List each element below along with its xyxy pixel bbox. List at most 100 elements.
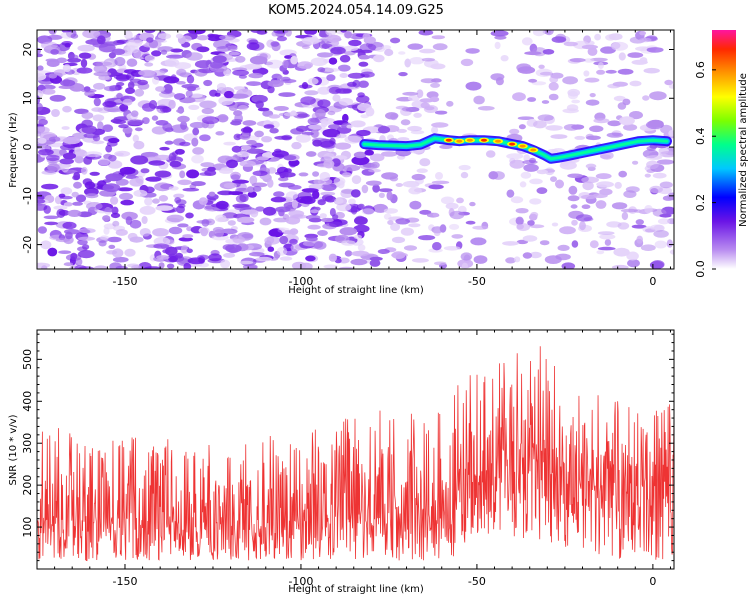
noise-blob <box>102 124 114 132</box>
noise-blob <box>509 159 525 169</box>
noise-blob <box>327 110 336 116</box>
noise-blob <box>523 154 530 162</box>
noise-blob <box>652 172 667 179</box>
noise-blob <box>191 137 199 147</box>
spectrogram-heatmap <box>37 30 674 269</box>
noise-blob <box>465 220 476 225</box>
noise-blob <box>269 127 279 134</box>
noise-blob <box>635 219 644 225</box>
noise-blob <box>102 215 111 222</box>
noise-blob <box>589 125 604 133</box>
noise-blob <box>599 234 616 240</box>
noise-blob <box>320 140 337 149</box>
noise-blob <box>62 64 71 73</box>
noise-blob <box>173 193 185 199</box>
noise-blob <box>230 93 249 99</box>
cb-tick-label: 0.2 <box>694 194 707 212</box>
noise-blob <box>298 84 313 89</box>
noise-blob <box>290 55 298 65</box>
noise-blob <box>215 214 227 223</box>
noise-blob <box>218 96 234 106</box>
noise-blob <box>70 252 78 261</box>
noise-blob <box>473 95 485 105</box>
noise-blob <box>192 127 200 136</box>
noise-blob <box>611 264 629 269</box>
noise-blob <box>461 262 468 269</box>
noise-blob <box>365 180 382 186</box>
noise-blob <box>407 43 424 50</box>
noise-blob <box>395 183 403 187</box>
noise-blob <box>285 191 299 200</box>
noise-blob <box>263 124 275 129</box>
noise-blob <box>396 128 407 133</box>
noise-blob <box>74 155 84 164</box>
noise-blob <box>116 39 129 44</box>
noise-blob <box>82 30 101 39</box>
noise-blob <box>179 170 186 179</box>
noise-blob <box>629 80 642 87</box>
noise-blob <box>144 54 156 62</box>
noise-blob <box>122 98 133 106</box>
noise-blob <box>316 52 333 58</box>
noise-blob <box>530 211 539 219</box>
noise-blob <box>432 43 448 51</box>
noise-blob <box>662 195 674 201</box>
noise-blob <box>327 34 341 43</box>
noise-blob <box>267 80 284 88</box>
noise-blob <box>185 212 194 219</box>
noise-blob <box>215 200 229 210</box>
noise-blob <box>51 109 60 117</box>
noise-blob <box>164 58 180 68</box>
noise-blob <box>37 95 41 105</box>
noise-blob <box>154 182 172 192</box>
noise-blob <box>115 229 128 236</box>
noise-blob <box>152 76 160 85</box>
noise-blob <box>365 36 376 44</box>
noise-blob <box>110 196 119 205</box>
noise-blob <box>119 166 136 175</box>
noise-blob <box>317 178 333 185</box>
snr-frame <box>36 329 675 570</box>
noise-blob <box>433 229 441 237</box>
noise-blob <box>210 61 223 69</box>
noise-blob <box>351 175 362 185</box>
noise-blob <box>221 167 235 171</box>
noise-blob <box>109 87 116 92</box>
noise-blob <box>157 46 174 52</box>
noise-blob <box>175 33 184 39</box>
noise-blob <box>323 153 335 161</box>
noise-blob <box>581 204 591 209</box>
noise-blob <box>614 181 622 189</box>
colorbar-gradient <box>712 30 736 269</box>
noise-blob <box>98 240 107 247</box>
noise-blob <box>639 37 652 43</box>
noise-blob <box>618 170 627 178</box>
noise-blob <box>515 216 524 225</box>
noise-blob <box>178 237 193 242</box>
noise-blob <box>348 39 362 47</box>
noise-blob <box>621 211 629 221</box>
noise-blob <box>305 255 316 262</box>
x-tick-label: -100 <box>288 575 313 588</box>
noise-blob <box>640 244 656 251</box>
noise-blob <box>649 91 667 101</box>
noise-blob <box>212 55 227 63</box>
noise-blob <box>312 171 320 177</box>
noise-blob <box>587 47 598 56</box>
y-tick-label: 400 <box>21 391 34 412</box>
noise-blob <box>551 36 567 43</box>
noise-blob <box>360 71 375 78</box>
noise-blob <box>523 163 539 172</box>
noise-blob <box>419 48 436 54</box>
noise-blob <box>279 171 296 178</box>
noise-blob <box>289 238 298 245</box>
noise-blob <box>391 236 406 244</box>
noise-blob <box>208 191 216 197</box>
x-tick-label: 0 <box>649 275 656 288</box>
y-tick-label: -10 <box>21 187 34 205</box>
noise-blob <box>112 220 120 227</box>
noise-blob <box>650 260 665 269</box>
noise-blob <box>517 66 536 74</box>
noise-blob <box>130 110 139 117</box>
noise-blob <box>43 205 51 214</box>
